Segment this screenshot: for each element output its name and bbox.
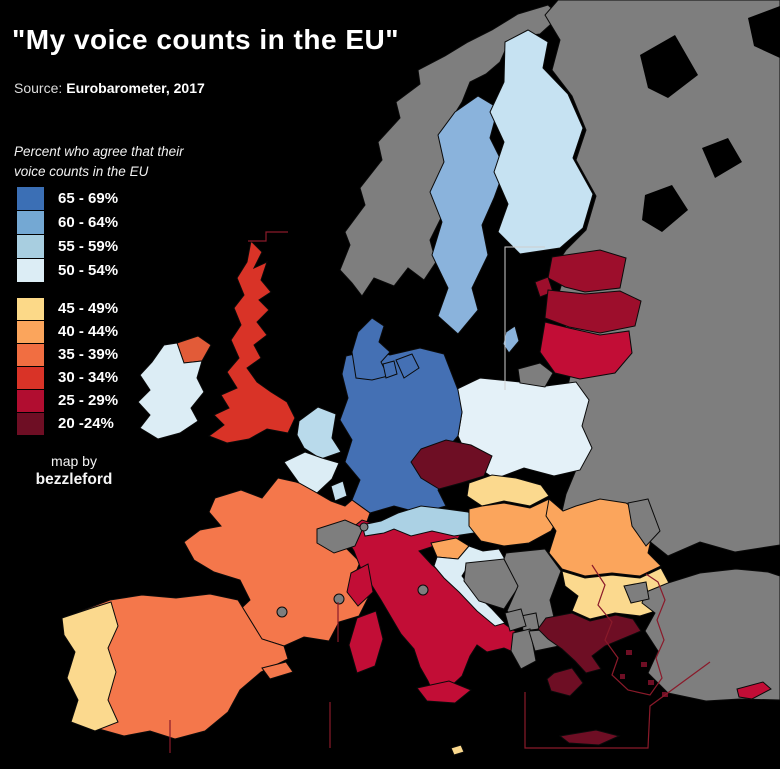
country-sweden xyxy=(429,95,506,335)
island-gotland xyxy=(502,325,520,354)
country-lithuania xyxy=(539,321,633,380)
sea-patch-ne xyxy=(748,6,780,58)
island-sardinia xyxy=(348,610,384,674)
country-ireland xyxy=(137,342,205,440)
country-united-kingdom xyxy=(207,239,296,444)
country-greece xyxy=(537,612,642,674)
lake-onega xyxy=(702,138,742,178)
country-latvia xyxy=(544,289,642,334)
country-turkey xyxy=(641,568,780,702)
country-moldova xyxy=(627,498,661,547)
microstate-dot xyxy=(359,522,369,532)
country-cyprus xyxy=(736,681,772,700)
microstate-dot xyxy=(276,606,288,618)
island-sicily xyxy=(416,680,472,704)
greek-island xyxy=(641,662,647,667)
country-czechia xyxy=(410,439,493,490)
island-funen xyxy=(382,360,398,379)
islands-balearic xyxy=(261,661,294,680)
maritime-line-aegean xyxy=(591,564,666,696)
white-sea-inlet xyxy=(640,35,698,98)
eez-line-baltic xyxy=(504,246,545,390)
greek-island xyxy=(626,650,632,655)
country-albania xyxy=(510,628,537,670)
region-turkey-thrace xyxy=(623,581,650,604)
greek-island xyxy=(620,674,625,679)
country-montenegro xyxy=(504,608,527,632)
country-netherlands xyxy=(296,406,342,460)
island-corsica xyxy=(346,563,374,607)
country-france xyxy=(183,477,371,647)
lake-ladoga xyxy=(642,185,688,232)
microstate-dot xyxy=(417,584,429,596)
country-switzerland xyxy=(316,519,364,554)
microstate-dot xyxy=(333,593,345,605)
country-malta xyxy=(450,744,465,756)
maritime-line-crete xyxy=(524,661,711,749)
country-portugal xyxy=(61,601,119,732)
greek-island xyxy=(648,680,654,685)
country-estonia xyxy=(547,249,627,293)
country-slovakia xyxy=(466,474,550,507)
country-denmark xyxy=(351,317,391,381)
country-luxembourg xyxy=(330,480,348,502)
region-kaliningrad xyxy=(517,362,554,388)
region-peloponnese xyxy=(546,667,584,697)
country-finland xyxy=(489,29,594,255)
maritime-line-scotland xyxy=(248,231,288,242)
island-zealand xyxy=(395,353,420,379)
island-crete xyxy=(558,729,621,746)
